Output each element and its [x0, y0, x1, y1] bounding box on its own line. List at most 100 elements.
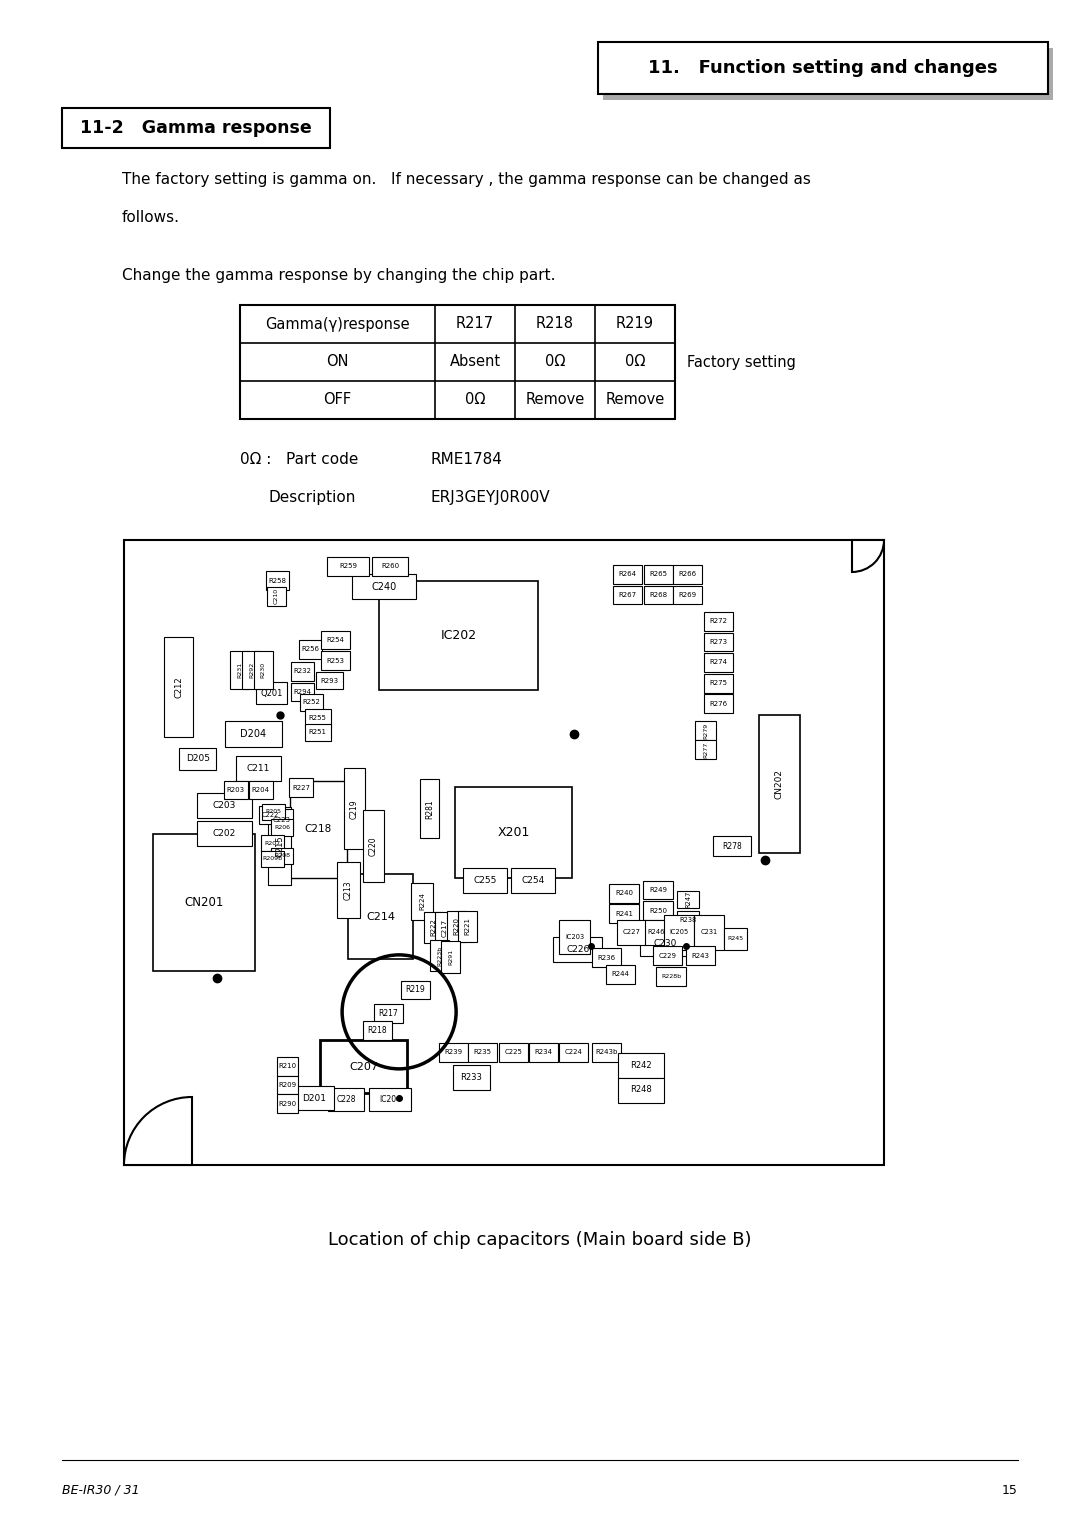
Bar	[348, 874, 413, 958]
Text: CN202: CN202	[775, 769, 784, 799]
Text: R220: R220	[454, 917, 459, 935]
Text: The factory setting is gamma on.   If necessary , the gamma response can be chan: The factory setting is gamma on. If nece…	[122, 173, 811, 186]
Bar	[411, 883, 433, 920]
Bar	[686, 946, 715, 966]
Text: R279: R279	[703, 723, 707, 738]
Text: R228b: R228b	[661, 973, 681, 979]
Bar	[289, 781, 347, 877]
Text: C214: C214	[366, 912, 395, 921]
Text: R292: R292	[249, 662, 254, 678]
Bar	[447, 911, 465, 941]
Text: R221: R221	[464, 917, 471, 935]
Text: R246: R246	[647, 929, 664, 935]
Text: R277: R277	[703, 741, 707, 758]
Bar	[242, 651, 261, 689]
Bar	[369, 1088, 410, 1111]
Text: R291: R291	[448, 949, 454, 966]
Bar	[299, 640, 322, 659]
Bar	[321, 651, 350, 669]
Bar	[374, 1004, 403, 1022]
Text: ERJ3GEYJ0R00V: ERJ3GEYJ0R00V	[430, 490, 550, 504]
Bar	[179, 747, 216, 770]
Text: R275: R275	[710, 680, 727, 686]
Text: R234: R234	[535, 1050, 553, 1056]
Bar	[618, 920, 646, 944]
Bar	[653, 946, 681, 966]
Bar	[704, 652, 732, 672]
Bar	[363, 810, 383, 882]
Text: Change the gamma response by changing the chip part.: Change the gamma response by changing th…	[122, 267, 555, 283]
Text: R239: R239	[444, 1050, 462, 1056]
Bar	[643, 902, 674, 920]
Text: R247: R247	[685, 891, 691, 908]
Bar	[164, 637, 193, 736]
Text: R243: R243	[691, 952, 710, 958]
Bar	[316, 672, 342, 689]
Bar	[458, 911, 477, 941]
Text: D201: D201	[302, 1094, 326, 1103]
Text: follows.: follows.	[122, 209, 180, 225]
Text: R232: R232	[294, 668, 312, 674]
Bar	[300, 694, 323, 711]
Text: OFF: OFF	[323, 393, 352, 408]
Text: R219: R219	[616, 316, 654, 332]
Text: R249: R249	[649, 886, 667, 892]
Bar	[327, 1088, 364, 1111]
Text: D205: D205	[186, 755, 210, 764]
Text: C223: C223	[273, 817, 292, 824]
Bar	[267, 587, 285, 605]
Bar	[289, 778, 313, 798]
Bar	[644, 585, 673, 605]
Text: 0Ω :   Part code: 0Ω : Part code	[240, 452, 359, 468]
Text: C218: C218	[305, 824, 332, 834]
Bar	[256, 681, 286, 704]
Text: R268: R268	[649, 591, 667, 597]
Text: R274: R274	[710, 660, 727, 666]
Text: Location of chip capacitors (Main board side B): Location of chip capacitors (Main board …	[328, 1232, 752, 1248]
Text: R210: R210	[279, 1063, 297, 1070]
Text: R273: R273	[710, 639, 728, 645]
Bar	[609, 905, 639, 923]
Text: R266: R266	[679, 571, 697, 578]
Text: IC202: IC202	[441, 630, 476, 642]
Wedge shape	[124, 1097, 192, 1164]
Bar	[225, 721, 282, 747]
Bar	[124, 539, 885, 1164]
Bar	[612, 585, 642, 605]
Text: 0Ω: 0Ω	[464, 393, 485, 408]
Bar	[153, 834, 256, 972]
Text: Absent: Absent	[449, 354, 500, 370]
Bar	[305, 709, 330, 727]
Bar	[276, 1076, 298, 1094]
Bar	[463, 868, 507, 894]
Text: C230: C230	[653, 938, 677, 947]
Text: RME1784: RME1784	[430, 452, 502, 468]
Bar	[235, 756, 281, 781]
Text: C255: C255	[473, 876, 497, 885]
Text: R258: R258	[269, 578, 286, 584]
Bar	[276, 1057, 298, 1076]
Text: R256: R256	[301, 646, 320, 652]
Text: R251: R251	[309, 729, 327, 735]
Text: R252: R252	[302, 700, 321, 706]
Text: 11-2   Gamma response: 11-2 Gamma response	[80, 119, 312, 138]
Bar	[269, 807, 292, 885]
Text: R278: R278	[723, 842, 742, 851]
Text: R219: R219	[405, 986, 424, 995]
Text: Description: Description	[268, 490, 355, 504]
Text: R209b: R209b	[262, 856, 282, 862]
Bar	[248, 781, 273, 799]
Text: R290: R290	[279, 1100, 297, 1106]
Text: R265: R265	[649, 571, 667, 578]
Text: R267: R267	[618, 591, 636, 597]
Text: R243b: R243b	[595, 1050, 618, 1056]
Text: R203: R203	[227, 787, 245, 793]
Text: R204: R204	[252, 787, 270, 793]
Text: 15: 15	[1002, 1484, 1018, 1496]
Text: R241: R241	[616, 911, 633, 917]
Bar	[455, 787, 572, 877]
Bar	[511, 868, 555, 894]
Bar	[674, 585, 702, 605]
Bar	[320, 1041, 407, 1093]
Bar	[254, 651, 272, 689]
